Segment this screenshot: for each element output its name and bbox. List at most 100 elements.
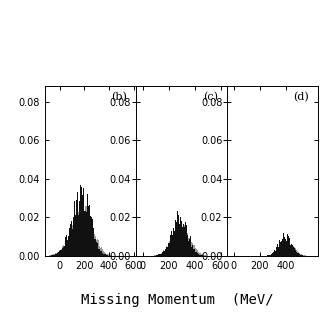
Bar [169,244,170,256]
Bar [107,254,108,256]
Bar [200,255,201,256]
Bar [281,244,282,256]
Bar [70,236,71,256]
Bar [78,212,79,256]
Bar [51,255,52,256]
Bar [79,211,80,256]
Bar [297,253,298,256]
Bar [192,243,193,256]
Bar [268,255,269,256]
Bar [275,251,276,256]
Bar [283,239,284,256]
Bar [100,248,101,256]
Bar [269,255,270,256]
Text: (b): (b) [111,92,127,102]
Bar [172,235,173,256]
Bar [104,252,105,256]
Bar [58,252,59,256]
Bar [57,253,58,256]
Bar [81,213,82,256]
Bar [96,238,97,256]
Bar [271,254,272,256]
Bar [188,241,189,256]
Bar [284,237,285,256]
Bar [97,239,98,256]
Bar [77,215,78,256]
Bar [165,250,166,256]
Bar [72,225,73,256]
Bar [82,215,83,256]
Bar [87,215,88,256]
Bar [286,243,287,256]
Bar [182,231,183,256]
Bar [167,247,168,256]
Bar [62,246,63,256]
Bar [199,253,200,256]
Bar [181,230,182,256]
Bar [175,221,176,256]
Bar [194,249,195,256]
Bar [93,229,94,256]
Bar [179,224,180,256]
Bar [54,254,55,256]
Bar [84,215,85,256]
Bar [69,235,70,256]
Bar [283,244,284,256]
Bar [176,222,177,256]
Bar [278,247,279,256]
Bar [75,215,76,256]
Bar [162,252,163,256]
Bar [195,248,196,256]
Bar [76,200,77,256]
Bar [168,245,169,256]
Bar [54,255,55,256]
Bar [108,254,109,256]
Bar [87,194,88,256]
Bar [300,254,301,256]
Bar [55,254,56,256]
Bar [267,255,268,256]
Bar [76,225,77,256]
Bar [172,235,173,256]
Bar [93,228,94,256]
Bar [288,241,289,256]
Bar [185,221,186,256]
Bar [192,245,193,256]
Bar [294,248,295,256]
Bar [203,255,204,256]
Bar [169,244,170,256]
Bar [89,213,90,256]
Bar [59,250,60,256]
Bar [165,249,166,256]
Bar [164,251,165,256]
Bar [174,234,175,256]
Bar [90,224,91,256]
Bar [194,245,195,256]
Bar [69,228,70,256]
Bar [86,212,87,256]
Bar [170,235,171,256]
Bar [158,255,159,256]
Bar [158,254,159,256]
Bar [92,221,93,256]
Bar [53,254,54,256]
Bar [285,239,286,256]
Bar [60,250,61,256]
Bar [301,254,302,256]
Bar [49,255,50,256]
Bar [105,254,106,256]
Bar [85,211,86,256]
Bar [106,254,107,256]
Bar [56,253,57,256]
Bar [277,244,278,256]
Bar [98,240,99,256]
Bar [187,233,188,256]
Bar [73,226,74,256]
Bar [204,255,205,256]
Bar [171,231,172,256]
Bar [155,255,156,256]
Bar [97,243,98,256]
Bar [83,211,84,256]
Bar [277,249,278,256]
Bar [292,246,293,256]
